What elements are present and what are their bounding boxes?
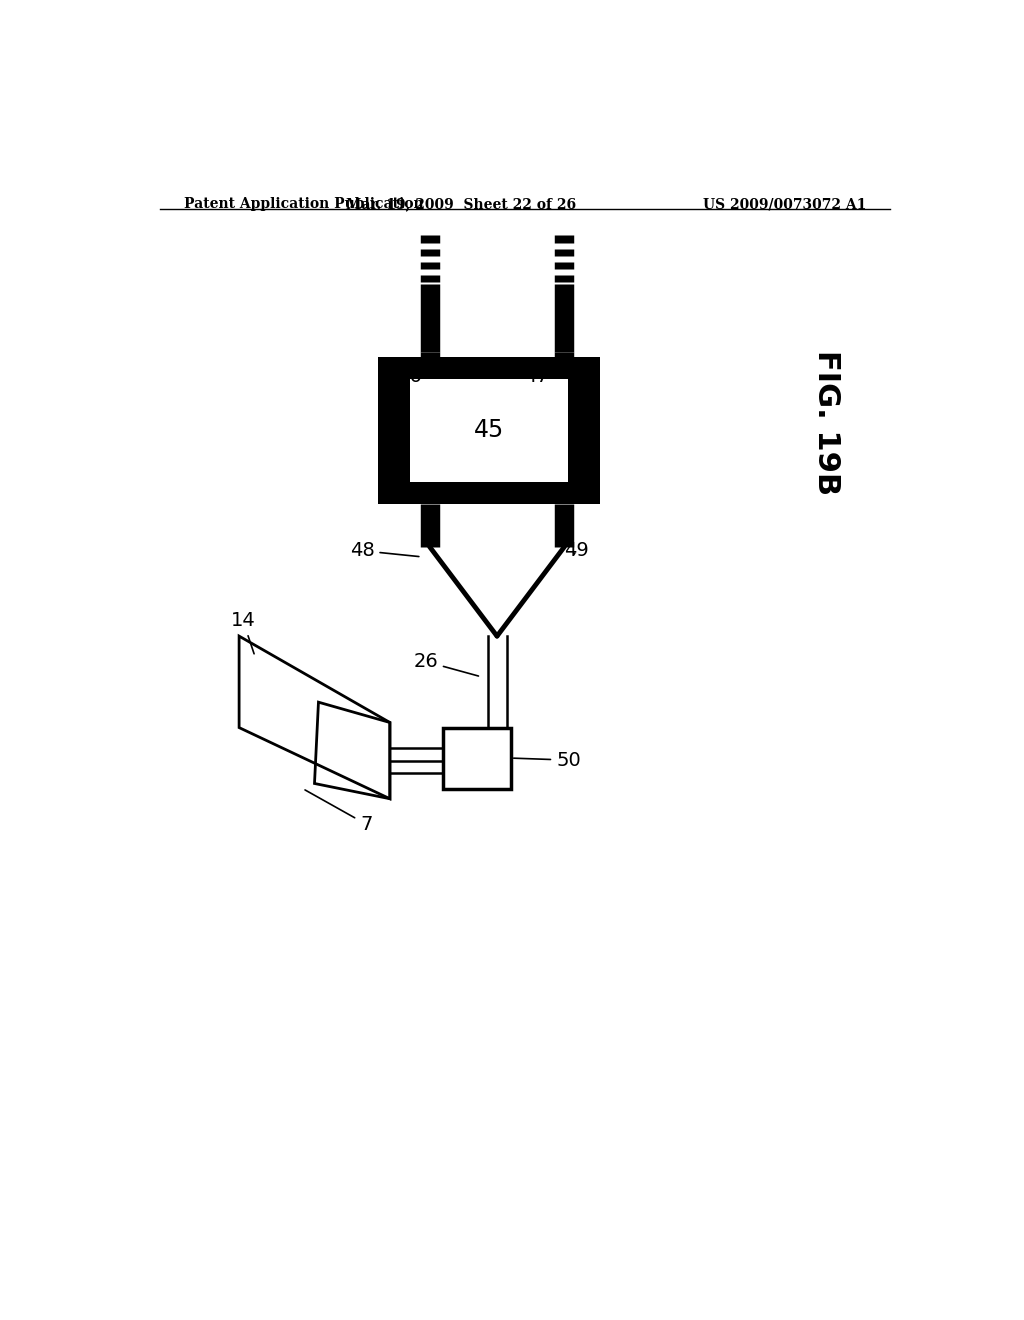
Text: US 2009/0073072 A1: US 2009/0073072 A1 xyxy=(702,197,866,211)
Text: FIG. 19B: FIG. 19B xyxy=(812,350,841,495)
Text: 47: 47 xyxy=(524,367,553,387)
Text: 45: 45 xyxy=(474,418,504,442)
Bar xyxy=(443,727,511,788)
Text: 46: 46 xyxy=(397,367,439,387)
Text: 49: 49 xyxy=(564,541,589,560)
Text: 50: 50 xyxy=(514,751,581,770)
Bar xyxy=(378,356,600,504)
Bar xyxy=(568,356,600,504)
Text: 48: 48 xyxy=(350,541,419,560)
Text: Patent Application Publication: Patent Application Publication xyxy=(183,197,423,211)
Text: 7: 7 xyxy=(305,789,373,834)
Text: 14: 14 xyxy=(230,611,255,653)
Bar xyxy=(378,482,600,504)
Bar xyxy=(378,356,410,504)
Bar xyxy=(378,356,600,379)
Text: Mar. 19, 2009  Sheet 22 of 26: Mar. 19, 2009 Sheet 22 of 26 xyxy=(346,197,577,211)
Text: 26: 26 xyxy=(414,652,478,676)
